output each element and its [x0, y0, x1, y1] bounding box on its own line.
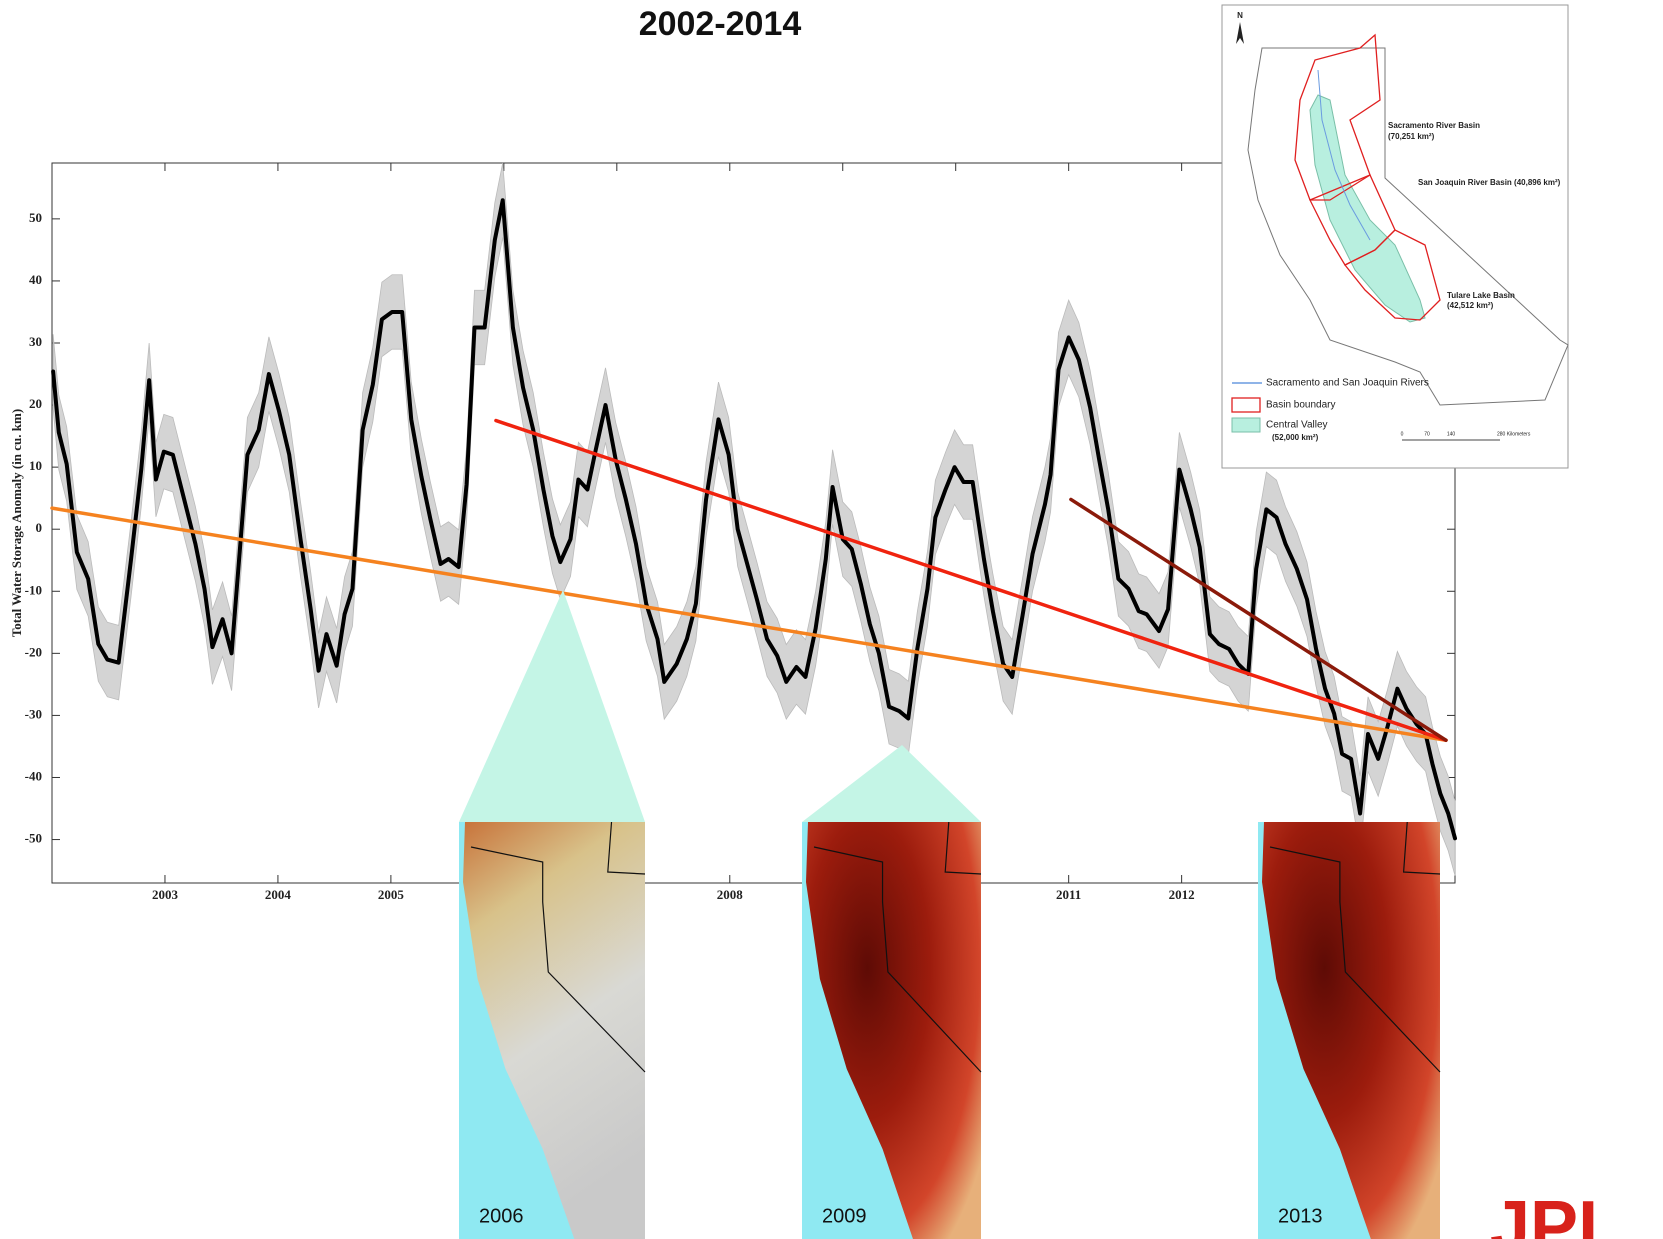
scale-label: 0: [1401, 431, 1404, 437]
y-tick-label: -10: [25, 582, 42, 597]
basin-label: San Joaquin River Basin (40,896 km²): [1418, 178, 1561, 187]
x-tick-label: 2012: [1169, 887, 1195, 902]
map-border: [1402, 821, 1441, 875]
plot-area: -50 -40 -30 -20 -10 0 10 20 30 40 50 2003 2004 2005 20…: [25, 162, 1457, 902]
y-tick-label: -30: [25, 706, 42, 721]
scale-label: 280 Kilometers: [1497, 431, 1531, 437]
overlays: 2006 2009 2013: [459, 590, 1441, 1239]
legend-swatch: [1231, 417, 1261, 433]
legend-label: Basin boundary: [1266, 400, 1336, 411]
trend-line: [1069, 497, 1448, 742]
y-tick-label: 20: [29, 396, 42, 411]
scale-label: 140: [1447, 431, 1456, 437]
legend-label: (52,000 km²): [1272, 433, 1319, 442]
basin-label: Tulare Lake Basin: [1447, 291, 1515, 300]
y-tick-label: 30: [29, 334, 42, 349]
inset-map: N Sacramento River Basin (70,251 km²) Sa…: [1221, 4, 1569, 469]
legend-swatch: [1231, 397, 1261, 413]
legend-label: Sacramento and San Joaquin Rivers: [1266, 378, 1429, 389]
map-border: [1269, 846, 1441, 1073]
x-tick-label: 2011: [1056, 887, 1081, 902]
basin-boundary: [1343, 229, 1441, 321]
y-tick-label: -20: [25, 644, 42, 659]
map-border: [944, 821, 982, 875]
y-tick-label: 10: [29, 458, 42, 473]
map-year: 2009: [822, 1205, 867, 1227]
basin-area: (70,251 km²): [1388, 132, 1435, 141]
x-tick-label: 2005: [378, 887, 405, 902]
logo: JPL: [1490, 1187, 1622, 1239]
legend-label: Central Valley: [1266, 420, 1328, 431]
callout: [459, 590, 645, 822]
callout: [802, 745, 981, 822]
chart-title: 2002-2014: [639, 5, 802, 43]
trend-line: [50, 506, 1448, 742]
map-year: 2013: [1278, 1205, 1323, 1227]
map-border: [813, 846, 982, 1073]
map-land: [463, 822, 645, 1239]
river: [1317, 69, 1371, 241]
basin-area: (42,512 km²): [1447, 301, 1494, 310]
x-tick-label: 2003: [152, 887, 179, 902]
y-tick-label: -40: [25, 768, 42, 783]
plot-frame: [51, 162, 1456, 884]
y-tick-label: 0: [36, 520, 43, 535]
trend-line: [494, 418, 1448, 742]
y-tick-label: 50: [29, 210, 42, 225]
north-arrow: [1236, 22, 1244, 44]
map-land: [806, 822, 981, 1239]
map-year: 2006: [479, 1205, 524, 1227]
data-line: [51, 198, 1457, 841]
basin-boundary: [1294, 33, 1381, 201]
north-label: N: [1237, 11, 1243, 20]
map-land: [1262, 822, 1440, 1239]
y-axis-label: Total Water Storage Anomaly (in cu. km): [9, 409, 24, 637]
basin-label: Sacramento River Basin: [1388, 121, 1480, 130]
map-border: [470, 846, 646, 1073]
scale-label: 70: [1424, 431, 1430, 437]
y-tick-label: 40: [29, 272, 42, 287]
x-tick-label: 2008: [717, 887, 744, 902]
map-border: [607, 821, 646, 875]
x-tick-label: 2004: [265, 887, 292, 902]
y-tick-label: -50: [25, 831, 42, 846]
